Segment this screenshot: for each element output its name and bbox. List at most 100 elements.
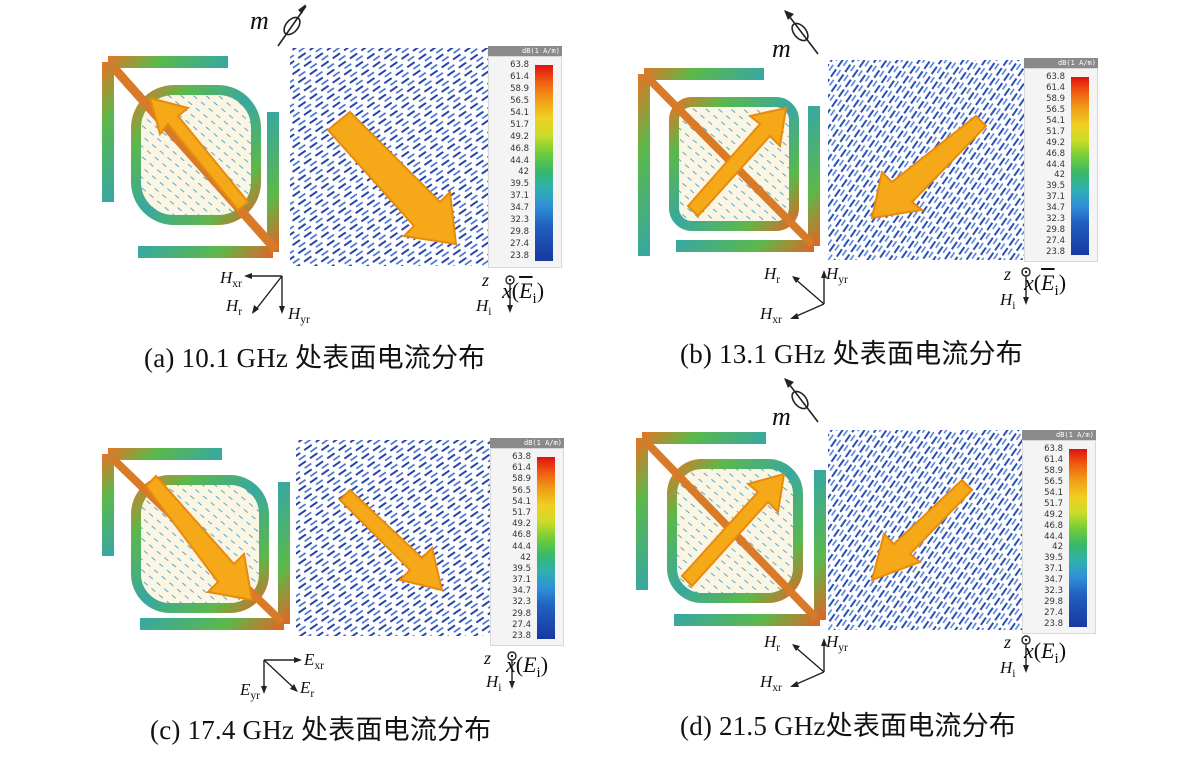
colorbar-tick-label: 51.7 xyxy=(510,119,529,130)
colorbar-b: dB(1 A/m) 63.8 61.4 58.9 56.5 54.1 51.7 49.2 46… xyxy=(1024,58,1098,262)
field-axes-d xyxy=(790,638,827,687)
colorbar-tick-label: 49.2 xyxy=(1046,137,1065,148)
colorbar-tick-label: 61.4 xyxy=(512,463,531,474)
colorbar-tick-label: 27.4 xyxy=(1046,236,1065,247)
colorbar-tick-label: 23.8 xyxy=(512,631,531,641)
colorbar-tick-label: 46.8 xyxy=(1046,148,1065,159)
colorbar-tick-label: 49.2 xyxy=(1044,509,1063,520)
colorbar-tick-label: 44.4 xyxy=(510,155,529,166)
unit-cell-front-c xyxy=(102,448,290,630)
colorbar-tick-label: 56.5 xyxy=(1044,476,1063,487)
colorbar-tick-label: 54.1 xyxy=(512,496,531,507)
colorbar-tick-label: 29.8 xyxy=(510,227,529,238)
caption-b: (b) 13.1 GHz 处表面电流分布 xyxy=(680,339,1023,369)
unit-cell-front-d xyxy=(636,432,826,626)
colorbar-tick-label: 27.4 xyxy=(510,239,529,250)
incident-axes-a xyxy=(505,275,515,313)
field-axes-b xyxy=(790,270,827,319)
unit-cell-front-a xyxy=(102,56,280,258)
colorbar-tick-label: 39.5 xyxy=(1046,181,1065,192)
colorbar-tick-label: 23.8 xyxy=(510,251,529,261)
current-arrow xyxy=(680,472,786,588)
colorbar-tick-label: 29.8 xyxy=(1046,225,1065,236)
colorbar-tick-label: 54.1 xyxy=(1044,487,1063,498)
caption-d: (d) 21.5 GHz处表面电流分布 xyxy=(680,711,1017,741)
incident-axes-b xyxy=(1021,267,1031,305)
colorbar-tick-label: 49.2 xyxy=(510,131,529,142)
dipole-icon xyxy=(784,378,819,423)
colorbar-tick-label: 63.8 xyxy=(512,452,531,462)
colorbar-ticks: 63.8 61.4 58.9 56.5 54.1 51.7 49.2 46.8 44.4 42 39… xyxy=(489,61,533,261)
colorbar-tick-label: 34.7 xyxy=(1044,575,1063,586)
colorbar-tick-label: 54.1 xyxy=(510,107,529,118)
current-arrow xyxy=(870,114,988,220)
colorbar-tick-label: 56.5 xyxy=(1046,104,1065,115)
colorbar-tick-label: 39.5 xyxy=(510,179,529,190)
m-label: m xyxy=(772,34,791,63)
colorbar-tick-label: 27.4 xyxy=(512,619,531,630)
colorbar-ticks: 63.8 61.4 58.9 56.5 54.1 51.7 49.2 46.8 44.4 42 39… xyxy=(1025,73,1069,257)
colorbar-ticks: 63.8 61.4 58.9 56.5 54.1 51.7 49.2 46.8 44.4 42 39… xyxy=(1023,445,1067,629)
colorbar-tick-label: 51.7 xyxy=(1046,126,1065,137)
colorbar-d: dB(1 A/m) 63.8 61.4 58.9 56.5 54.1 51.7 49.2 46… xyxy=(1022,430,1096,634)
m-label: m xyxy=(772,402,791,431)
colorbar-tick-label: 63.8 xyxy=(1044,444,1063,454)
colorbar-tick-label: 44.4 xyxy=(512,541,531,552)
unit-cell-back-d xyxy=(828,430,1022,630)
current-arrow xyxy=(326,110,458,246)
colorbar-tick-label: 39.5 xyxy=(512,563,531,574)
colorbar-tick-label: 46.8 xyxy=(512,530,531,541)
colorbar-tick-label: 32.3 xyxy=(512,597,531,608)
colorbar-tick-label: 29.8 xyxy=(1044,597,1063,608)
incident-axes-d xyxy=(1021,635,1031,673)
colorbar-tick-label: 61.4 xyxy=(1044,454,1063,465)
colorbar-tick-label: 46.8 xyxy=(510,143,529,154)
colorbar-tick-label: 56.5 xyxy=(510,95,529,106)
incident-axes-c xyxy=(507,651,517,689)
colorbar-a: dB(1 A/m) 63.8 61.4 58.9 56.5 54.1 51.7 49.2 46… xyxy=(488,46,562,268)
colorbar-tick-label: 42 xyxy=(1052,542,1063,553)
colorbar-tick-label: 61.4 xyxy=(510,71,529,82)
colorbar-tick-label: 34.7 xyxy=(510,203,529,214)
colorbar-tick-label: 34.7 xyxy=(1046,203,1065,214)
colorbar-tick-label: 54.1 xyxy=(1046,115,1065,126)
colorbar-tick-label: 63.8 xyxy=(1046,72,1065,82)
colorbar-tick-label: 61.4 xyxy=(1046,82,1065,93)
current-arrow xyxy=(144,474,254,602)
field-axes-c xyxy=(261,657,302,694)
colorbar-tick-label: 58.9 xyxy=(1044,465,1063,476)
unit-cell-back-a xyxy=(290,48,488,266)
caption-c: (c) 17.4 GHz 处表面电流分布 xyxy=(150,715,492,745)
unit-cell-back-b xyxy=(828,60,1024,260)
colorbar-tick-label: 34.7 xyxy=(512,586,531,597)
colorbar-tick-label: 49.2 xyxy=(512,519,531,530)
colorbar-tick-label: 58.9 xyxy=(510,83,529,94)
colorbar-ticks: 63.8 61.4 58.9 56.5 54.1 51.7 49.2 46.8 44.4 42 39… xyxy=(491,453,535,641)
colorbar-tick-label: 37.1 xyxy=(510,191,529,202)
colorbar-tick-label: 37.1 xyxy=(1044,564,1063,575)
colorbar-tick-label: 46.8 xyxy=(1044,520,1063,531)
dipole-icon xyxy=(277,4,307,47)
dipole-icon xyxy=(784,10,819,55)
colorbar-tick-label: 51.7 xyxy=(1044,498,1063,509)
colorbar-tick-label: 58.9 xyxy=(512,474,531,485)
colorbar-tick-label: 23.8 xyxy=(1046,247,1065,257)
current-arrow xyxy=(870,478,974,582)
current-arrow xyxy=(148,96,250,212)
colorbar-tick-label: 32.3 xyxy=(1046,214,1065,225)
colorbar-tick-label: 29.8 xyxy=(512,608,531,619)
colorbar-tick-label: 44.4 xyxy=(1044,531,1063,542)
colorbar-tick-label: 58.9 xyxy=(1046,93,1065,104)
unit-cell-back-c xyxy=(296,440,490,636)
caption-a: (a) 10.1 GHz 处表面电流分布 xyxy=(144,343,486,373)
colorbar-tick-label: 39.5 xyxy=(1044,553,1063,564)
colorbar-tick-label: 37.1 xyxy=(1046,192,1065,203)
colorbar-c: dB(1 A/m) 63.8 61.4 58.9 56.5 54.1 51.7 49.2 46… xyxy=(490,438,564,646)
colorbar-tick-label: 51.7 xyxy=(512,507,531,518)
colorbar-tick-label: 63.8 xyxy=(510,60,529,70)
current-arrow xyxy=(338,488,444,592)
colorbar-tick-label: 42 xyxy=(1054,170,1065,181)
colorbar-tick-label: 42 xyxy=(520,552,531,563)
colorbar-tick-label: 42 xyxy=(518,167,529,178)
colorbar-tick-label: 32.3 xyxy=(510,215,529,226)
